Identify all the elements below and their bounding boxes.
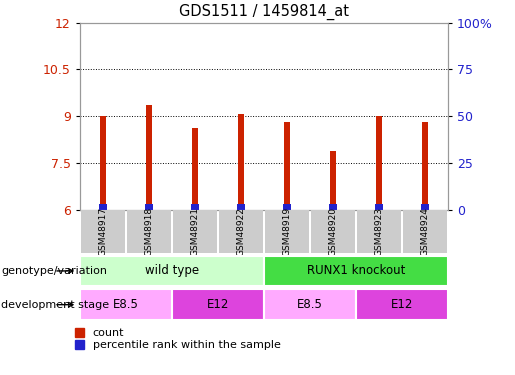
Bar <box>376 116 382 210</box>
Bar <box>421 204 428 210</box>
Bar <box>329 204 337 210</box>
Bar <box>283 204 290 210</box>
Bar <box>127 210 171 253</box>
Title: GDS1511 / 1459814_at: GDS1511 / 1459814_at <box>179 3 349 20</box>
Bar <box>422 123 428 210</box>
Bar <box>146 105 151 210</box>
Bar <box>80 256 264 286</box>
Text: GSM48923: GSM48923 <box>374 207 384 256</box>
Bar <box>284 122 290 210</box>
Bar <box>375 204 383 210</box>
Text: GSM48917: GSM48917 <box>98 207 107 256</box>
Legend: count, percentile rank within the sample: count, percentile rank within the sample <box>75 328 281 351</box>
Bar <box>81 210 125 253</box>
Bar <box>403 210 447 253</box>
Bar <box>264 256 448 286</box>
Text: E12: E12 <box>207 298 229 311</box>
Bar <box>145 204 152 210</box>
Text: GSM48918: GSM48918 <box>144 207 153 256</box>
Bar <box>192 128 198 210</box>
Bar <box>99 204 107 210</box>
Text: GSM48922: GSM48922 <box>236 207 246 256</box>
Bar <box>264 290 356 320</box>
Text: RUNX1 knockout: RUNX1 knockout <box>307 264 405 278</box>
Text: wild type: wild type <box>145 264 199 278</box>
Text: development stage: development stage <box>1 300 109 310</box>
Bar <box>311 210 355 253</box>
Text: GSM48924: GSM48924 <box>421 207 430 256</box>
Text: GSM48919: GSM48919 <box>282 207 291 256</box>
Bar <box>80 290 172 320</box>
Text: GSM48920: GSM48920 <box>329 207 337 256</box>
Text: E12: E12 <box>391 298 413 311</box>
Bar <box>219 210 263 253</box>
Bar <box>172 290 264 320</box>
Text: GSM48921: GSM48921 <box>191 207 199 256</box>
Bar <box>173 210 217 253</box>
Text: genotype/variation: genotype/variation <box>1 266 107 276</box>
Bar <box>330 151 336 210</box>
Bar <box>357 210 401 253</box>
Text: E8.5: E8.5 <box>297 298 323 311</box>
Bar <box>237 204 245 210</box>
Bar <box>191 204 199 210</box>
Bar <box>265 210 309 253</box>
Bar <box>238 114 244 210</box>
Text: E8.5: E8.5 <box>113 298 139 311</box>
Bar <box>356 290 448 320</box>
Bar <box>100 116 106 210</box>
